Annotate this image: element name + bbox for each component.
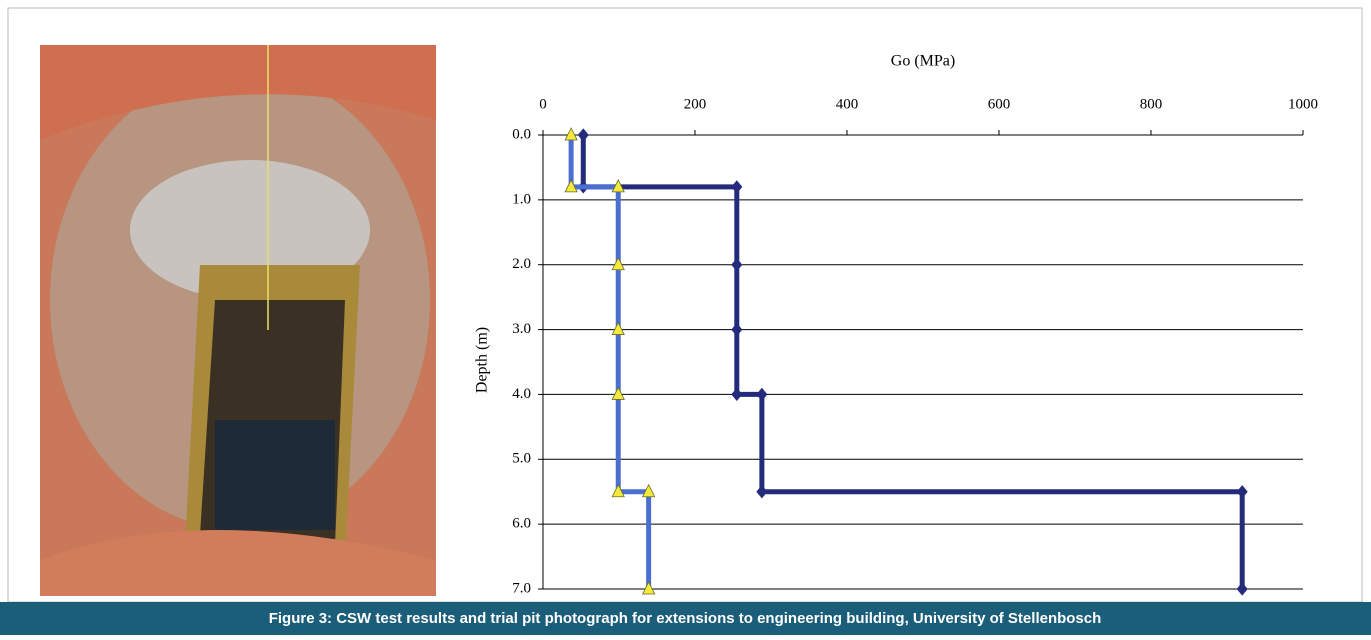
x-tick-label: 200 bbox=[684, 96, 707, 112]
figure: 0.0 1.0 2.0 3.0 4.0 5.0 6.0 7.0 0 200 400 600 800 100… bbox=[0, 0, 1371, 635]
x-tick-label: 1000 bbox=[1288, 96, 1318, 112]
y-tick-label: 2.0 bbox=[512, 256, 531, 272]
data-point bbox=[565, 128, 577, 140]
x-tick-label: 400 bbox=[836, 96, 859, 112]
data-point bbox=[643, 582, 655, 594]
x-tick-label: 0 bbox=[539, 96, 547, 112]
data-point bbox=[732, 388, 742, 400]
y-axis-title: Depth (m) bbox=[474, 327, 491, 393]
y-tick-label: 3.0 bbox=[512, 321, 531, 337]
data-point bbox=[612, 323, 624, 335]
data-point bbox=[612, 387, 624, 399]
y-tick-label: 1.0 bbox=[512, 191, 531, 207]
data-point bbox=[1237, 486, 1247, 498]
x-tick-label: 800 bbox=[1140, 96, 1163, 112]
y-tick-label: 5.0 bbox=[512, 451, 531, 467]
series-line bbox=[583, 135, 1242, 589]
series-line bbox=[571, 135, 649, 589]
y-tick-label: 0.0 bbox=[512, 126, 531, 142]
data-point bbox=[1237, 583, 1247, 595]
data-point bbox=[732, 181, 742, 193]
data-point bbox=[612, 258, 624, 270]
x-tick-label: 600 bbox=[988, 96, 1011, 112]
data-point bbox=[732, 324, 742, 336]
y-tick-label: 7.0 bbox=[512, 580, 531, 596]
y-tick-label: 6.0 bbox=[512, 516, 531, 532]
x-axis-title: Go (MPa) bbox=[891, 53, 955, 70]
plot-area: 0.0 1.0 2.0 3.0 4.0 5.0 6.0 7.0 0 200 400 600 800 100… bbox=[474, 53, 1318, 597]
trial-pit-photo bbox=[40, 45, 436, 596]
y-tick-label: 4.0 bbox=[512, 386, 531, 402]
data-point bbox=[757, 388, 767, 400]
data-point bbox=[757, 486, 767, 498]
caption: Figure 3: CSW test results and trial pit… bbox=[269, 610, 1102, 627]
data-point bbox=[578, 129, 588, 141]
data-point bbox=[732, 259, 742, 271]
